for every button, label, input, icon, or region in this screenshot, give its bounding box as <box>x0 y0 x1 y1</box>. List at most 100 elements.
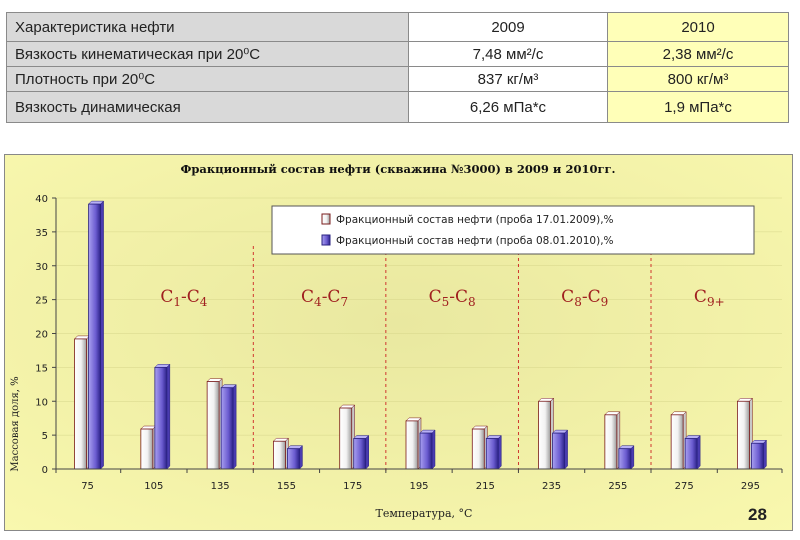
row-value-2010: 1,9 мПа*с <box>607 91 789 123</box>
bar-2009 <box>273 440 286 470</box>
page-number: 28 <box>748 505 767 524</box>
y-tick-label: 0 <box>42 465 48 476</box>
y-tick-label: 25 <box>35 296 48 307</box>
oil-properties-table: Характеристика нефти 2009 2010 Вязкость … <box>6 12 789 123</box>
bar-2010 <box>220 387 234 470</box>
bar-2009 <box>670 414 684 470</box>
x-tick-label: 275 <box>675 481 694 492</box>
legend-swatch-2009 <box>321 213 331 225</box>
region-label-part: C <box>561 287 574 307</box>
legend: Фракционный состав нефти (проба 17.01.20… <box>271 205 755 255</box>
bar-side <box>630 445 635 470</box>
region-label-part: C <box>160 287 173 307</box>
y-tick-label: 40 <box>35 194 48 205</box>
x-tick-label: 105 <box>144 481 163 492</box>
row-label: Плотность при 20⁰С <box>6 66 409 92</box>
x-tick-label: 215 <box>476 481 495 492</box>
region-label-part: C <box>694 287 707 307</box>
region-label-part: 5 <box>442 295 450 309</box>
table-header-row: Характеристика нефти 2009 2010 <box>6 12 789 42</box>
y-tick-label: 10 <box>35 397 48 408</box>
table-row: Вязкость кинематическая при 20⁰С 7,48 мм… <box>6 41 789 67</box>
region-label: C8-C9 <box>561 287 608 309</box>
bar-2010 <box>353 438 367 470</box>
bar-2009 <box>339 407 353 470</box>
bar-2009 <box>737 400 750 470</box>
bar-2009 <box>140 428 154 470</box>
row-value-2009: 6,26 мПа*с <box>408 91 608 123</box>
y-axis-label: Массовая доля, % <box>10 376 21 471</box>
axes <box>52 197 783 473</box>
region-label-part: 4 <box>200 295 208 309</box>
bar-2010 <box>419 432 433 470</box>
bar-2010 <box>751 442 764 470</box>
bar-2009 <box>206 381 220 470</box>
region-label-part: 7 <box>340 295 348 309</box>
region-label-part: 9 <box>601 295 609 309</box>
region-label-part: C <box>429 287 442 307</box>
bar-2009 <box>538 400 551 470</box>
region-label-part: -C <box>449 287 468 307</box>
region-labels: C1-C4 C4-C7 C5-C8 C8-C9 C9+ <box>160 287 724 309</box>
row-value-2009: 7,48 мм²/с <box>408 41 608 67</box>
region-label-part: -C <box>322 287 341 307</box>
bar-2010 <box>552 432 565 470</box>
bar-2010 <box>88 203 101 470</box>
row-value-2009: 837 кг/м³ <box>408 66 608 92</box>
x-tick-label: 255 <box>608 481 627 492</box>
row-value-2010: 2,38 мм²/с <box>607 41 789 67</box>
bar-side <box>232 384 237 470</box>
x-tick-label: 135 <box>211 481 230 492</box>
region-label: C1-C4 <box>160 287 207 309</box>
bar-side <box>166 363 171 470</box>
bar-side <box>299 445 303 470</box>
legend-swatch-2010 <box>321 234 331 246</box>
region-dividers <box>252 246 652 472</box>
bars <box>73 200 768 470</box>
bar-side <box>498 434 502 470</box>
y-tick-label: 20 <box>35 330 48 341</box>
header-characteristic: Характеристика нефти <box>6 12 409 42</box>
x-axis-label: Температура, °С <box>376 507 473 520</box>
row-label: Вязкость динамическая <box>6 91 409 123</box>
table-row: Вязкость динамическая 6,26 мПа*с 1,9 мПа… <box>6 91 789 123</box>
y-tick-label: 30 <box>35 262 48 273</box>
bar-side <box>365 434 369 470</box>
region-label-part: -C <box>582 287 601 307</box>
region-label-part: 8 <box>468 295 476 309</box>
region-label-part: 4 <box>314 295 322 309</box>
region-label: C4-C7 <box>301 287 348 309</box>
legend-box <box>271 205 755 255</box>
region-label-part: 8 <box>574 295 582 309</box>
bar-side <box>100 200 104 470</box>
y-tick-label: 15 <box>35 363 48 374</box>
fraction-chart: Фракционный состав нефти (скважина №3000… <box>4 154 793 531</box>
x-tick-label: 75 <box>81 481 94 492</box>
header-2009: 2009 <box>408 12 608 42</box>
x-tick-labels: 75 105 135 155 175 195 215 235 255 275 295 <box>81 481 760 492</box>
bar-2010 <box>485 438 499 470</box>
bar-side <box>431 429 436 470</box>
legend-label-2010: Фракционный состав нефти (проба 08.01.20… <box>336 235 614 247</box>
x-tick-label: 295 <box>741 481 760 492</box>
y-tick-labels: 0 5 10 15 20 25 30 35 40 <box>35 194 48 476</box>
region-label: C5-C8 <box>429 287 476 309</box>
bar-2010 <box>154 366 168 470</box>
bar-2010 <box>684 438 698 470</box>
header-2010: 2010 <box>607 12 789 42</box>
region-label-part: C <box>301 287 314 307</box>
x-tick-label: 175 <box>343 481 362 492</box>
x-tick-label: 155 <box>277 481 296 492</box>
x-tick-label: 195 <box>409 481 428 492</box>
bar-2010 <box>618 448 632 470</box>
region-label-part: 9+ <box>707 295 725 309</box>
bar-2010 <box>287 448 300 470</box>
table-row: Плотность при 20⁰С 837 кг/м³ 800 кг/м³ <box>6 66 789 92</box>
y-tick-label: 5 <box>42 431 48 442</box>
region-label-part: -C <box>181 287 200 307</box>
bar-side <box>763 439 767 470</box>
chart-title: Фракционный состав нефти (скважина №3000… <box>180 162 615 176</box>
region-label-part: 1 <box>173 295 181 309</box>
legend-label-2009: Фракционный состав нефти (проба 17.01.20… <box>336 214 614 226</box>
row-value-2010: 800 кг/м³ <box>607 66 789 92</box>
